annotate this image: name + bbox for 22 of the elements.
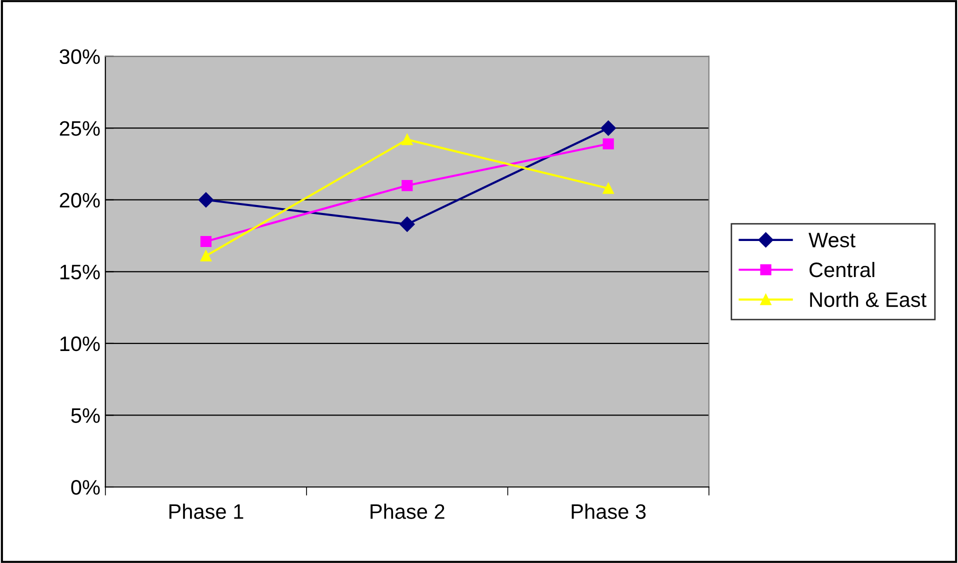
x-tick-label: Phase 2 bbox=[370, 504, 444, 519]
y-tick-label: 25% bbox=[60, 121, 100, 136]
point bbox=[402, 180, 413, 192]
legend-label: West bbox=[808, 232, 856, 248]
y-tick-label: 20% bbox=[60, 192, 100, 208]
point bbox=[602, 138, 614, 150]
point bbox=[198, 192, 214, 208]
point bbox=[402, 134, 413, 146]
x-tick-label: Phase 3 bbox=[572, 504, 646, 519]
legend-label: North & East bbox=[810, 292, 926, 308]
y-tick-label: 10% bbox=[60, 336, 100, 352]
y-tick-label: 30% bbox=[60, 49, 100, 64]
point bbox=[200, 250, 212, 262]
x-tick-label: Phase 1 bbox=[169, 504, 244, 519]
point bbox=[400, 216, 415, 232]
y-tick-label: 0% bbox=[71, 480, 100, 495]
point bbox=[602, 182, 614, 194]
point bbox=[200, 236, 212, 248]
y-tick-label: 15% bbox=[60, 264, 100, 280]
point bbox=[600, 120, 616, 136]
legend-label: Central bbox=[810, 262, 874, 278]
y-tick-label: 5% bbox=[71, 408, 100, 423]
